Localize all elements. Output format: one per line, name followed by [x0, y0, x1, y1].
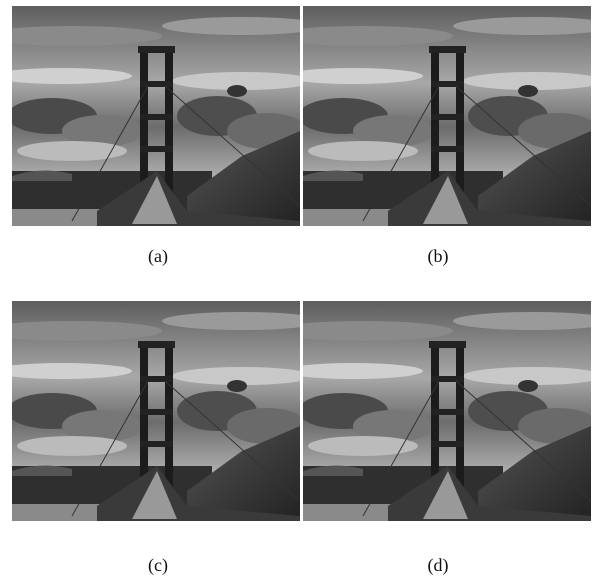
image-panel	[12, 6, 300, 226]
caption: (d)	[294, 555, 582, 576]
image-panel	[303, 301, 591, 521]
caption: (a)	[14, 246, 302, 267]
image-panel	[12, 301, 300, 521]
image-panel	[303, 6, 591, 226]
caption: (b)	[294, 246, 582, 267]
figure: (a) (b) (c) (d)	[0, 0, 593, 584]
caption: (c)	[14, 555, 302, 576]
